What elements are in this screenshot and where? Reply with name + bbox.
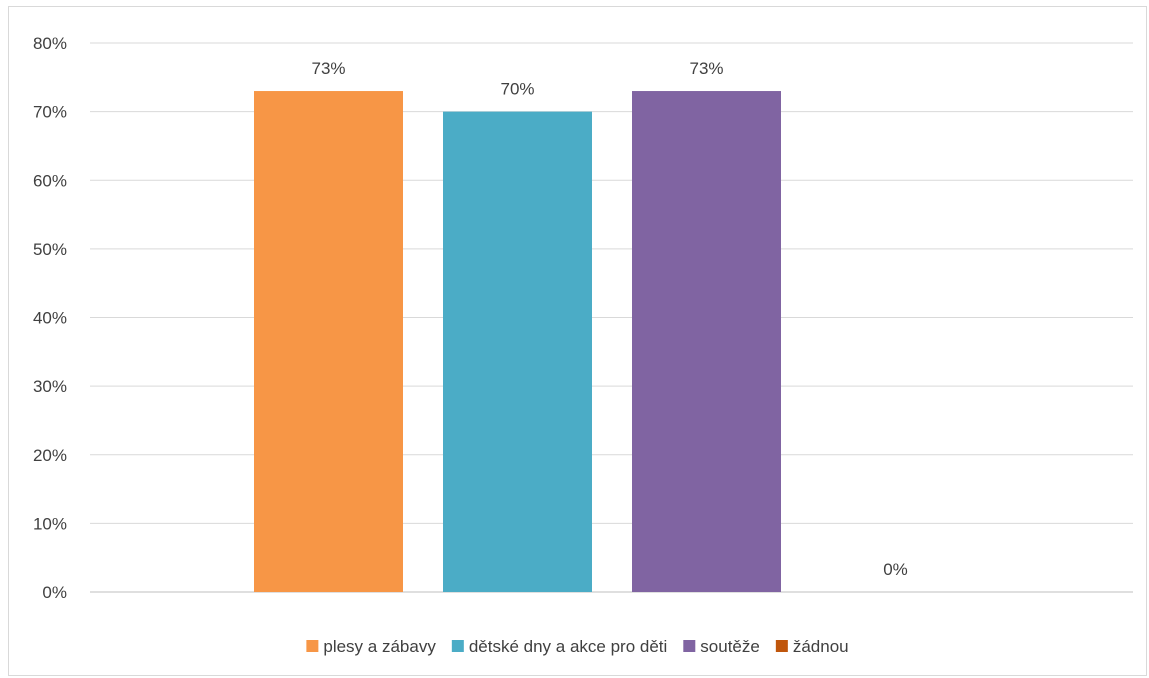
y-tick-label: 70%: [33, 103, 67, 122]
data-label: 73%: [689, 59, 723, 78]
legend-swatch: [306, 640, 319, 652]
y-tick-label: 0%: [42, 583, 67, 602]
legend-swatch: [683, 640, 696, 652]
data-label: 0%: [883, 560, 908, 579]
legend-swatch: [451, 640, 464, 652]
y-tick-label: 50%: [33, 240, 67, 259]
y-axis-tick-labels: 0% 10% 20% 30% 40% 50% 60% 70% 80%: [33, 34, 67, 602]
y-tick-label: 40%: [33, 309, 67, 328]
y-tick-label: 30%: [33, 377, 67, 396]
y-tick-label: 60%: [33, 171, 67, 190]
data-label: 73%: [311, 59, 345, 78]
legend-label: žádnou: [793, 637, 849, 656]
bar-2: [443, 111, 592, 592]
data-label: 70%: [500, 80, 534, 99]
legend-label: soutěže: [700, 637, 760, 656]
legend-label: dětské dny a akce pro děti: [469, 637, 667, 656]
bar-3: [632, 91, 781, 592]
data-labels: 73% 70% 73% 0%: [311, 59, 907, 579]
y-tick-label: 10%: [33, 514, 67, 533]
y-tick-label: 20%: [33, 446, 67, 465]
legend-swatch: [775, 640, 788, 652]
bars: [254, 91, 781, 592]
y-tick-label: 80%: [33, 34, 67, 53]
legend: plesy a zábavy dětské dny a akce pro děti…: [306, 637, 849, 656]
bar-1: [254, 91, 403, 592]
gridlines: [90, 42, 1133, 593]
legend-label: plesy a zábavy: [323, 637, 436, 656]
